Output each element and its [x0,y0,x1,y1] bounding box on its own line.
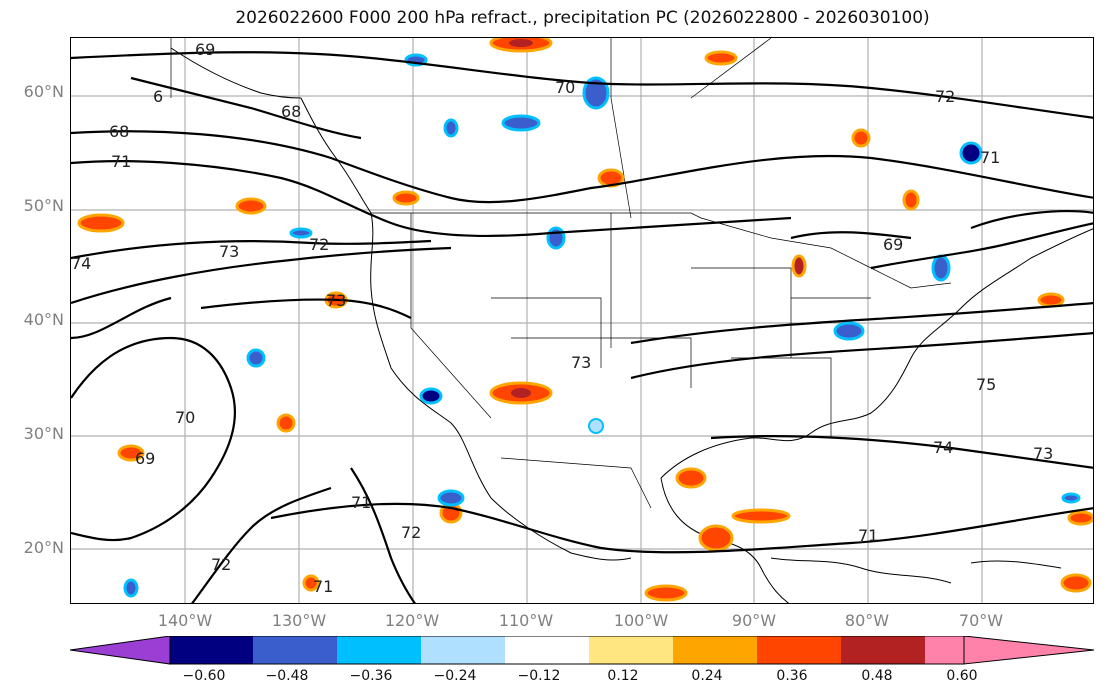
colorbar-tick-label: 0.36 [776,668,808,684]
contour-label: 73 [1033,444,1053,463]
colorbar [70,636,1095,665]
contour-label: 72 [309,235,329,254]
contour-label: 73 [326,291,346,310]
lon-label-80w: 80°W [844,611,890,630]
colorbar-tick-label: −0.24 [433,668,477,684]
contour-label: 71 [111,152,131,171]
map-title: 2026022600 F000 200 hPa refract., precip… [235,8,930,28]
colorbar-bin [757,636,841,664]
colorbar-bin [589,636,673,664]
contour-label: 70 [175,408,195,427]
contour-label: 73 [219,242,239,261]
contour-label: 74 [933,438,953,457]
lon-label-100w: 100°W [613,611,669,630]
contour-label: 75 [976,375,996,394]
colorbar-tick-label: −0.60 [182,668,226,684]
map-canvas: 69 70 72 6 68 68 71 74 73 72 73 75 74 73… [71,38,1093,603]
colorbar-bin [841,636,925,664]
contour-label: 69 [883,235,903,254]
colorbar-bin [925,636,964,664]
colorbar-extend-min [70,636,171,665]
colorbar-tick-label: −0.36 [349,668,393,684]
lon-label-120w: 120°W [384,611,440,630]
colorbar-extend-max [963,636,1095,665]
graticule [71,38,1093,603]
coastlines [170,47,1093,603]
lon-label-130w: 130°W [271,611,327,630]
colorbar-outline [169,636,965,665]
contour-label: 72 [401,523,421,542]
contour-label: 73 [571,353,591,372]
colorbar-tick-label: 0.60 [946,668,978,684]
contour-label: 71 [351,493,371,512]
contour-label: 72 [211,555,231,574]
contour-label: 72 [935,87,955,106]
lat-label-30n: 30°N [23,424,64,443]
lon-label-110w: 110°W [498,611,554,630]
contour-label: 70 [555,78,575,97]
lon-label-70w: 70°W [958,611,1004,630]
contour-label: 68 [109,122,129,141]
lat-label-60n: 60°N [23,82,64,101]
refractivity-contours [71,51,1093,603]
contour-labels: 69 70 72 6 68 68 71 74 73 72 73 75 74 73… [71,40,1053,596]
lat-label-50n: 50°N [23,196,64,215]
map-panel: 69 70 72 6 68 68 71 74 73 72 73 75 74 73… [70,37,1094,604]
colorbar-bin [337,636,421,664]
contour-label: 71 [313,577,333,596]
contour-label: 74 [71,254,91,273]
contour-label: 69 [135,449,155,468]
colorbar-tick-label: 0.12 [607,668,639,684]
precip-positive-shading [77,38,1093,602]
contour-label: 71 [858,526,878,545]
contour-label: 69 [195,40,215,59]
contour-label: 6 [153,87,163,106]
colorbar-tick-label: −0.48 [265,668,309,684]
precip-negative-shading [123,53,1081,598]
contour-label: 68 [281,102,301,121]
colorbar-bin [505,636,589,664]
contour-label: 71 [980,148,1000,167]
lat-label-40n: 40°N [23,310,64,329]
colorbar-bin [421,636,505,664]
colorbar-tick-label: −0.12 [517,668,561,684]
lat-label-20n: 20°N [23,538,64,557]
colorbar-tick-label: 0.24 [691,668,723,684]
colorbar-bin [253,636,337,664]
lon-label-90w: 90°W [731,611,777,630]
colorbar-bin [170,636,253,664]
colorbar-tick-label: 0.48 [861,668,893,684]
lon-label-140w: 140°W [157,611,213,630]
colorbar-bin [673,636,757,664]
